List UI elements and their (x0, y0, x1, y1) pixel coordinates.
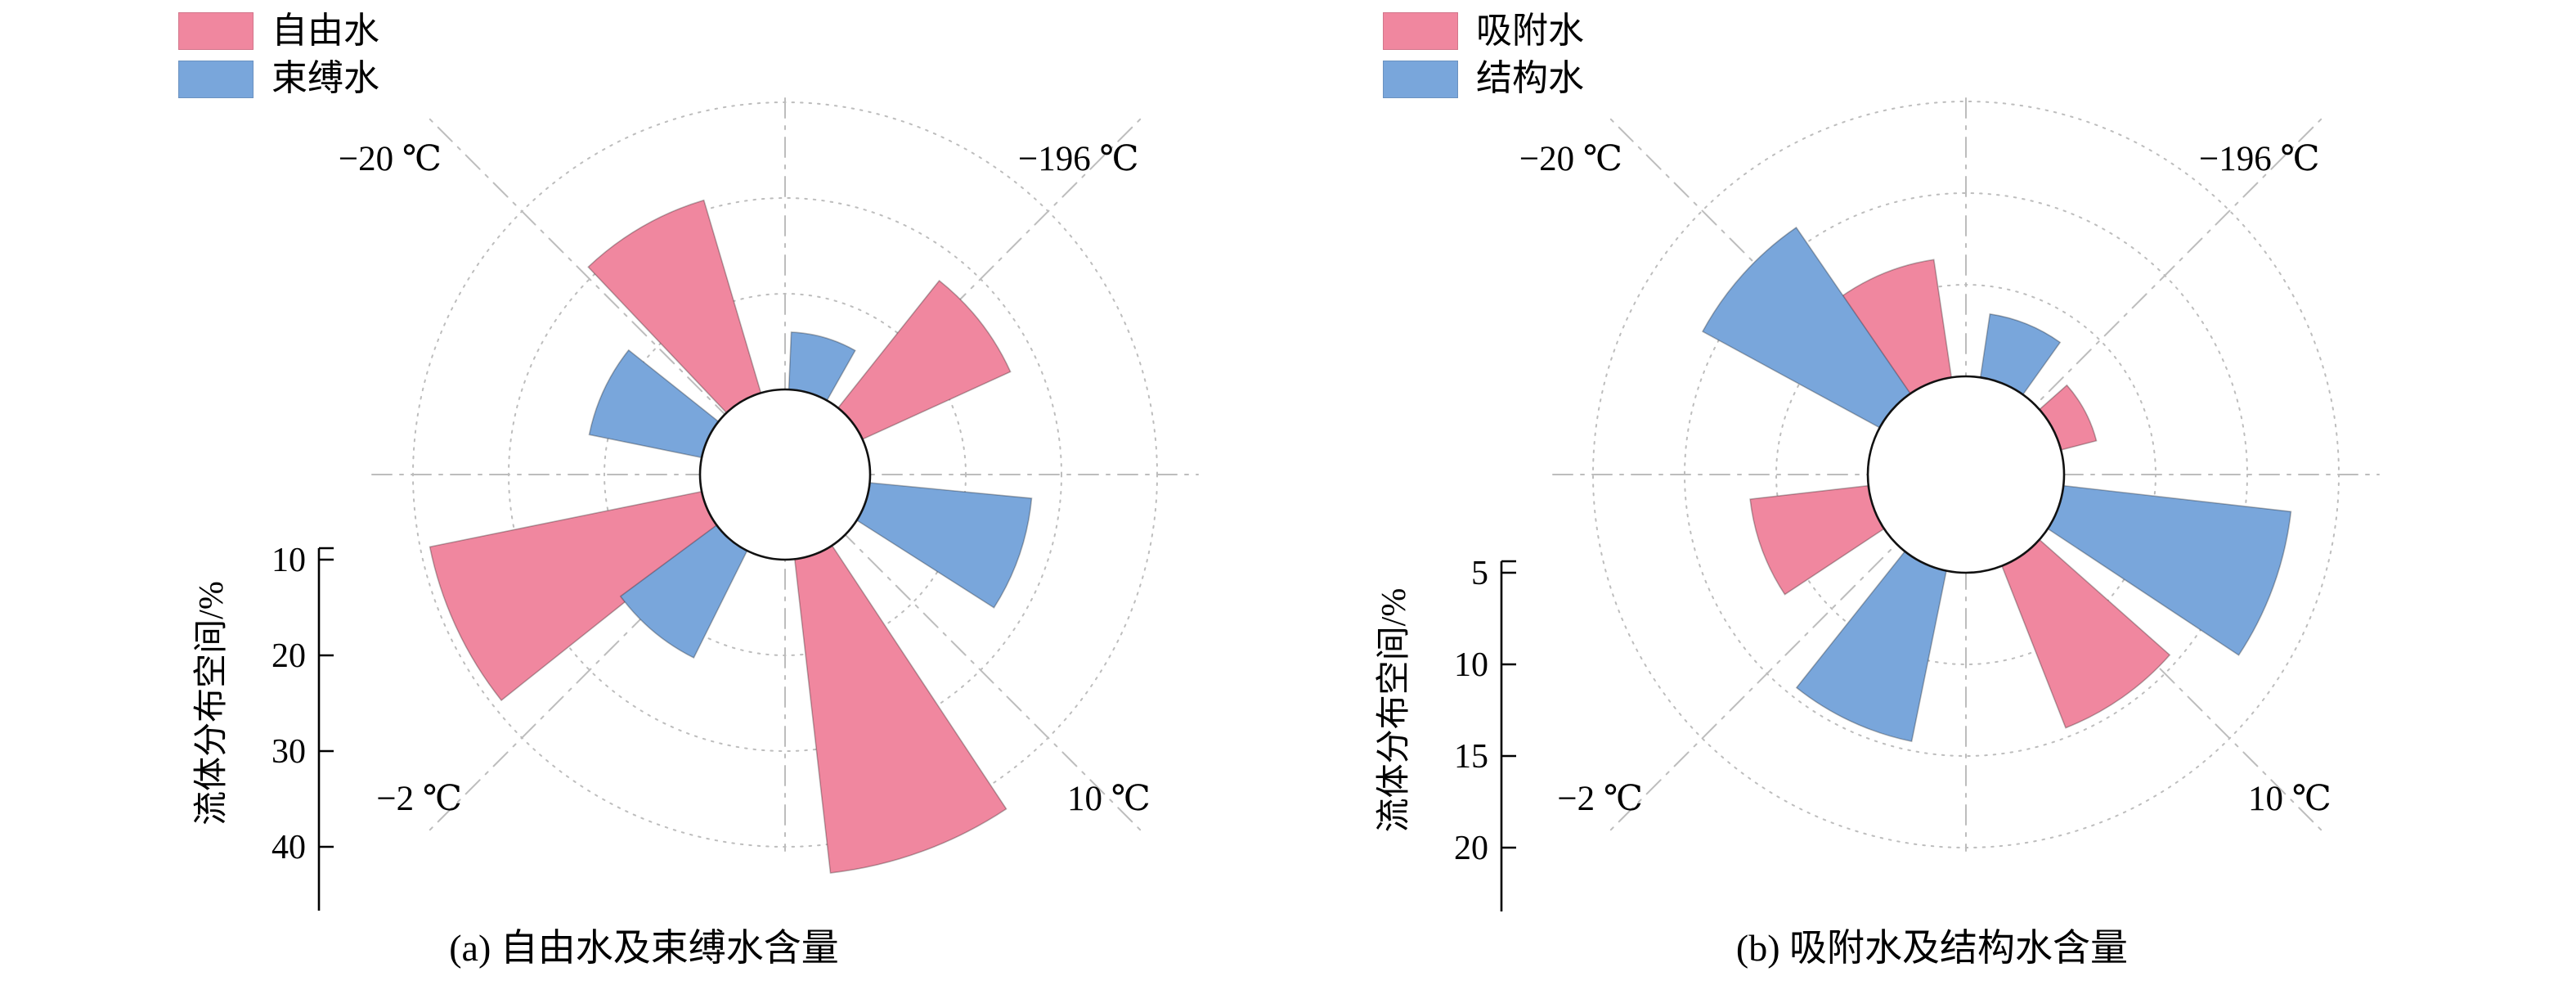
panel-a: 自由水 束缚水 −20 ℃ −196 ℃ −2 ℃ 10 ℃ 10 20 30 40 流体分布空… (178, 11, 1199, 969)
radial-axis-tick-label: 10 (272, 542, 306, 579)
sector-label: −196 ℃ (2199, 140, 2320, 178)
caption-a: (a) 自由水及束缚水含量 (449, 927, 839, 969)
radial-axis-label: 流体分布空间/% (1375, 588, 1413, 833)
sector-label: −2 ℃ (376, 780, 462, 818)
legend-swatch-bound-water (178, 60, 254, 98)
legend-swatch-adsorbed-water (1383, 12, 1458, 51)
radial-axis-tick-label: 20 (1454, 830, 1488, 867)
legend-a: 自由水 束缚水 (178, 11, 379, 99)
legend-item: 自由水 (178, 11, 379, 51)
polar-bar (1795, 550, 1948, 743)
sector-label: −196 ℃ (1018, 140, 1139, 178)
panel-b: 吸附水 结构水 −20 ℃ −196 ℃ −2 ℃ 10 ℃ 5 10 15 20 流体分布空间… (1288, 0, 2576, 990)
polar-bar (855, 482, 1033, 609)
polar-bar (1749, 484, 1886, 596)
radial-axis-tick-label: 30 (272, 733, 306, 771)
legend-swatch-structural-water (1383, 60, 1458, 98)
sector-label: −2 ℃ (1557, 780, 1643, 818)
sector-label: 10 ℃ (1067, 780, 1151, 818)
radial-gridline-ring (604, 293, 967, 656)
caption-b: (b) 吸附水及结构水含量 (1735, 927, 2129, 969)
radial-gridline-ring (412, 101, 1158, 848)
radial-axis-label: 流体分布空间/% (192, 581, 231, 826)
radial-axis-tick-label: 20 (272, 637, 306, 675)
radial-axis-tick-label: 40 (272, 829, 306, 866)
polar-chart-b: −20 ℃ −196 ℃ −2 ℃ 10 ℃ 5 10 15 20 流体分布空间/% (1375, 97, 2380, 911)
legend-b: 吸附水 结构水 (1383, 11, 1584, 99)
radial-gridline-ring (1684, 192, 2248, 757)
radial-axis (1500, 560, 1516, 911)
polar-bar (837, 279, 1012, 440)
legend-item: 吸附水 (1383, 11, 1584, 51)
radial-gridline-ring (508, 197, 1062, 752)
sector-label: −20 ℃ (1519, 140, 1622, 178)
radial-gridline-ring (1775, 284, 2156, 665)
legend-label-adsorbed-water: 吸附水 (1476, 11, 1584, 51)
legend-label-free-water: 自由水 (272, 11, 379, 51)
legend-swatch-free-water (178, 12, 254, 51)
radial-axis-tick-label: 15 (1454, 738, 1488, 776)
legend-item: 结构水 (1383, 58, 1584, 99)
legend-label-bound-water: 束缚水 (272, 58, 379, 99)
sector-label: −20 ℃ (339, 140, 442, 178)
radial-axis-tick-label: 5 (1471, 555, 1488, 592)
sector-label: 10 ℃ (2248, 780, 2331, 818)
legend-item: 束缚水 (178, 58, 379, 99)
radial-gridline-ring (1592, 101, 2340, 848)
center-hole (1866, 375, 2066, 574)
legend-label-structural-water: 结构水 (1476, 58, 1584, 99)
polar-chart-a: −20 ℃ −196 ℃ −2 ℃ 10 ℃ 10 20 30 40 流体分布空间/% (192, 97, 1199, 911)
radial-axis-tick-label: 10 (1454, 646, 1488, 684)
radial-axis (317, 547, 334, 911)
center-hole (698, 388, 872, 561)
